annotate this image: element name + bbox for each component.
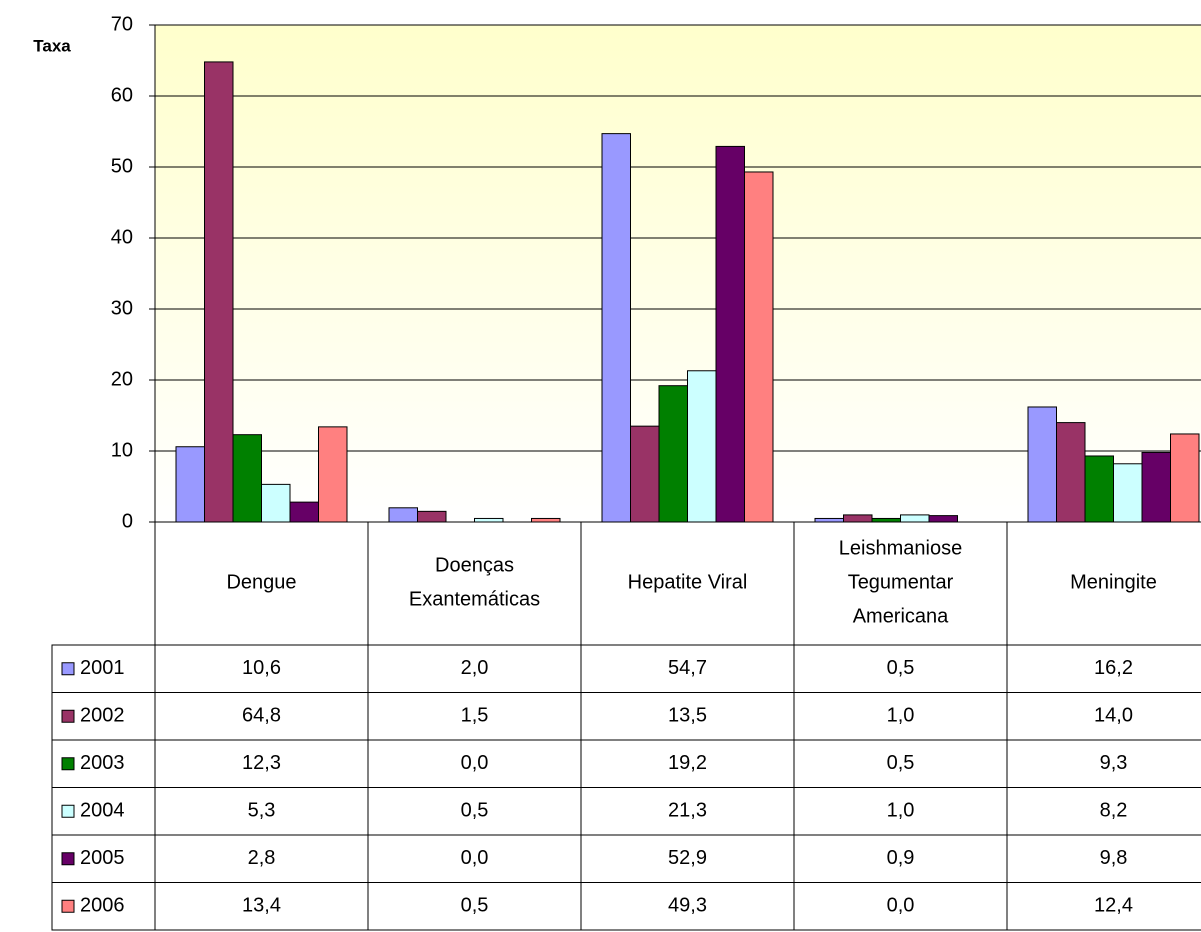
table-value: 5,3 <box>248 800 276 822</box>
bar <box>1056 422 1086 523</box>
category-label: Meningite <box>1070 572 1157 594</box>
bar <box>289 501 319 523</box>
bar <box>318 426 348 523</box>
y-tick-label: 10 <box>111 439 133 461</box>
y-tick-label: 70 <box>111 13 133 35</box>
y-tick-label: 30 <box>111 297 133 319</box>
table-value: 0,5 <box>461 895 489 917</box>
bar <box>900 514 930 523</box>
legend-swatch <box>61 757 75 771</box>
legend-swatch <box>61 899 75 913</box>
bar <box>1084 455 1114 523</box>
table-value: 2,8 <box>248 847 276 869</box>
category-label: Doenças Exantemáticas <box>409 555 540 611</box>
y-tick-label: 60 <box>111 84 133 106</box>
table-value: 9,8 <box>1100 847 1128 869</box>
bar <box>1113 463 1143 523</box>
legend-swatch <box>61 804 75 818</box>
bar <box>843 514 873 523</box>
bar <box>658 385 688 523</box>
table-value: 10,6 <box>242 657 281 679</box>
legend-label: 2005 <box>80 847 125 869</box>
table-value: 16,2 <box>1094 657 1133 679</box>
bar <box>814 517 844 523</box>
y-tick-label: 20 <box>111 368 133 390</box>
table-value: 2,0 <box>461 657 489 679</box>
bar <box>175 446 205 523</box>
bar <box>388 507 418 523</box>
y-tick-label: 40 <box>111 226 133 248</box>
table-value: 9,3 <box>1100 752 1128 774</box>
bar <box>1170 433 1200 523</box>
legend-label: 2001 <box>80 657 125 679</box>
table-header-cell <box>367 521 582 646</box>
table-value: 19,2 <box>668 752 707 774</box>
table-value: 0,0 <box>461 847 489 869</box>
legend-swatch <box>61 662 75 676</box>
bar <box>474 517 504 523</box>
bar <box>601 133 631 523</box>
table-value: 0,5 <box>461 800 489 822</box>
table-value: 52,9 <box>668 847 707 869</box>
table-value: 49,3 <box>668 895 707 917</box>
bar <box>417 510 447 523</box>
bar <box>871 517 901 523</box>
y-axis-label: Taxa <box>33 36 71 55</box>
category-label: Hepatite Viral <box>628 572 748 594</box>
bar <box>232 434 262 523</box>
table-value: 1,5 <box>461 705 489 727</box>
table-value: 54,7 <box>668 657 707 679</box>
bar <box>630 425 660 523</box>
legend-label: 2004 <box>80 800 125 822</box>
table-value: 0,5 <box>887 752 915 774</box>
table-value: 64,8 <box>242 705 281 727</box>
legend-label: 2003 <box>80 752 125 774</box>
legend-label: 2006 <box>80 895 125 917</box>
category-label: Leishmaniose Tegumentar Americana <box>839 538 962 628</box>
table-value: 0,5 <box>887 657 915 679</box>
legend-label: 2002 <box>80 705 125 727</box>
legend-swatch <box>61 852 75 866</box>
bar <box>687 370 717 523</box>
table-value: 1,0 <box>887 800 915 822</box>
table-value: 13,4 <box>242 895 281 917</box>
bar <box>928 515 958 523</box>
table-value: 12,4 <box>1094 895 1133 917</box>
y-tick-label: 0 <box>122 510 133 532</box>
bar <box>531 517 561 523</box>
bar <box>1027 406 1057 523</box>
table-value: 21,3 <box>668 800 707 822</box>
table-value: 1,0 <box>887 705 915 727</box>
category-label: Dengue <box>226 572 296 594</box>
table-value: 0,0 <box>887 895 915 917</box>
table-value: 8,2 <box>1100 800 1128 822</box>
table-value: 0,9 <box>887 847 915 869</box>
table-value: 0,0 <box>461 752 489 774</box>
table-value: 12,3 <box>242 752 281 774</box>
bar <box>715 145 745 523</box>
y-tick-label: 50 <box>111 155 133 177</box>
bar <box>204 61 234 523</box>
table-value: 13,5 <box>668 705 707 727</box>
bar <box>261 483 291 523</box>
bar <box>1141 451 1171 523</box>
legend-swatch <box>61 709 75 723</box>
table-cell <box>1006 882 1201 931</box>
table-value: 14,0 <box>1094 705 1133 727</box>
bar <box>744 171 774 523</box>
